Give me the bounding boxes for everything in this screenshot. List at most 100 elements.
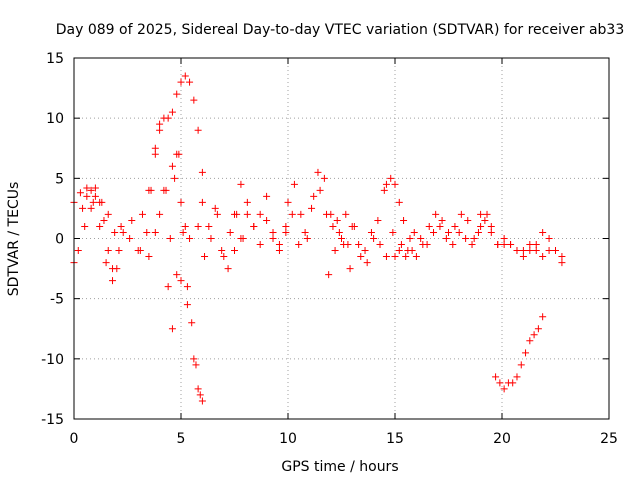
series-arc-k	[284, 180, 388, 255]
data-point	[487, 228, 495, 236]
data-point	[213, 210, 221, 218]
data-point	[91, 184, 99, 192]
data-point	[507, 241, 515, 249]
series-arc-f	[138, 126, 206, 405]
data-point	[350, 222, 358, 230]
data-point	[231, 247, 238, 255]
data-point	[145, 186, 153, 194]
data-point	[192, 361, 200, 369]
data-point	[171, 174, 179, 182]
data-point	[532, 247, 540, 255]
data-point	[400, 216, 408, 224]
data-point	[119, 228, 127, 236]
data-point	[445, 228, 452, 236]
series-arc-m	[325, 222, 416, 279]
data-point	[474, 228, 482, 236]
data-point	[492, 373, 500, 381]
data-point	[91, 192, 99, 200]
data-point	[552, 247, 559, 255]
data-point	[164, 283, 172, 291]
data-point	[357, 253, 365, 261]
data-point	[526, 247, 534, 255]
y-tick-label: 5	[55, 171, 64, 187]
data-point	[168, 325, 176, 333]
data-point	[545, 247, 553, 255]
data-point	[314, 168, 322, 176]
data-point	[177, 198, 185, 206]
x-tick-label: 0	[70, 431, 79, 447]
data-point	[494, 241, 502, 249]
data-point	[160, 186, 168, 194]
data-point	[329, 222, 337, 230]
data-point	[370, 235, 378, 242]
data-point	[87, 186, 95, 194]
data-point	[284, 198, 292, 206]
data-point	[186, 235, 194, 242]
x-tick-label: 15	[386, 431, 404, 447]
data-point	[83, 184, 91, 192]
data-point	[361, 247, 369, 255]
data-point	[177, 277, 185, 285]
data-point	[539, 313, 547, 321]
data-layer	[70, 72, 566, 405]
data-point	[363, 259, 371, 267]
data-point	[175, 150, 183, 158]
data-point	[256, 210, 264, 218]
data-point	[308, 204, 316, 212]
data-point	[186, 78, 194, 86]
data-point	[226, 228, 234, 236]
y-tick-label: 0	[55, 232, 64, 248]
data-point	[481, 216, 489, 224]
data-point	[164, 114, 172, 122]
data-point	[320, 174, 328, 182]
data-point	[207, 235, 215, 242]
data-point	[539, 228, 547, 236]
data-point	[179, 228, 187, 236]
data-point	[513, 373, 521, 381]
data-point	[198, 198, 206, 206]
data-point	[519, 253, 527, 261]
data-point	[263, 192, 271, 200]
data-point	[389, 228, 397, 236]
data-point	[128, 216, 136, 224]
x-tick-label: 20	[493, 431, 511, 447]
data-point	[205, 222, 213, 230]
series-arc-a	[70, 184, 117, 273]
data-point	[500, 385, 508, 393]
series-arc-i	[198, 198, 296, 273]
data-point	[457, 210, 465, 218]
y-tick-label: -5	[50, 292, 64, 308]
data-point	[89, 198, 97, 206]
data-point	[81, 222, 89, 230]
y-tick-label: 15	[46, 51, 64, 67]
data-point	[198, 168, 206, 176]
data-point	[316, 186, 324, 194]
data-point	[243, 198, 251, 206]
series-arc-e	[119, 150, 194, 261]
x-axis-label: GPS time / hours	[281, 459, 398, 475]
data-point	[156, 210, 164, 218]
data-point	[194, 385, 202, 393]
data-point	[376, 241, 384, 249]
data-point	[181, 72, 189, 80]
data-point	[194, 222, 202, 230]
data-point	[74, 247, 82, 255]
data-point	[224, 265, 232, 273]
data-point	[173, 90, 181, 98]
data-point	[104, 210, 112, 218]
data-point	[282, 222, 290, 230]
x-tick-label: 25	[600, 431, 618, 447]
data-point	[126, 235, 134, 242]
data-point	[143, 228, 151, 236]
data-point	[269, 228, 277, 236]
data-point	[115, 247, 123, 255]
data-point	[382, 180, 390, 188]
data-point	[545, 235, 553, 242]
data-point	[468, 241, 476, 249]
data-point	[526, 241, 534, 249]
data-point	[220, 253, 228, 261]
data-point	[455, 228, 463, 236]
data-point	[395, 247, 403, 255]
data-point	[109, 277, 117, 285]
data-point	[397, 241, 405, 249]
